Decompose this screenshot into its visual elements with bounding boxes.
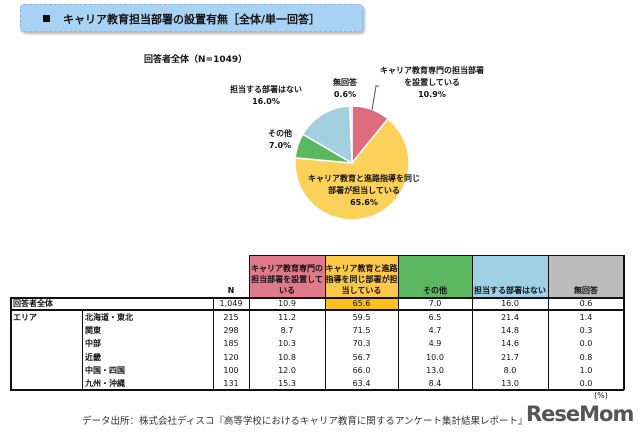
pie-slice-1: [294, 117, 410, 221]
row-label: 近畿: [85, 352, 101, 362]
pie-label-0: キャリア教育専門の担当部署 を設置している 10.9%: [380, 66, 484, 99]
pie-slice-4: [349, 105, 353, 164]
total-cell: 0.6: [579, 299, 593, 308]
pie-label-4: 無回答 0.6%: [333, 78, 357, 99]
table-cell: 14.8: [501, 326, 519, 336]
divider: [213, 297, 214, 390]
total-cell: 1,049: [219, 299, 243, 308]
divider: [325, 255, 326, 390]
divider: [548, 255, 549, 390]
divider: [10, 309, 624, 311]
table-cell: 0.0: [579, 339, 593, 349]
table-cell: 10.8: [278, 352, 296, 362]
column-header: キャリア教育専門の担当部署を設置している: [249, 255, 325, 298]
row-label: 九州・沖縄: [85, 379, 125, 388]
chart-title: キャリア教育担当部署の設置有無［全体/単一回答］: [63, 13, 321, 26]
divider: [82, 309, 83, 390]
table-cell: 215: [223, 313, 239, 322]
table-cell: 4.7: [428, 326, 442, 336]
table-cell: 10.3: [278, 339, 296, 349]
pie-chart: [294, 85, 410, 221]
table-cell: 0.0: [579, 379, 593, 388]
column-header: N: [227, 286, 235, 295]
chart-subtitle: 回答者全体（N=1049）: [144, 55, 248, 65]
table-cell: 8.4: [428, 379, 442, 388]
table-cell: 14.6: [501, 339, 519, 349]
table-cell: 21.7: [501, 352, 519, 362]
divider: [472, 255, 473, 390]
table-cell: 6.5: [428, 313, 442, 322]
row-label: 中部: [85, 339, 101, 349]
pie-label-1: キャリア教育と進路指導を同じ 部署が担当している 65.6%: [308, 174, 420, 207]
total-cell: 16.0: [501, 299, 519, 308]
table-cell: 12.0: [278, 365, 296, 375]
table-cell: 131: [223, 379, 239, 388]
leader-line: [371, 85, 379, 111]
table-cell: 11.2: [278, 313, 296, 322]
table-cell: 8.7: [280, 326, 294, 336]
row-label: 中国・四国: [85, 365, 125, 375]
divider: [249, 255, 250, 390]
table-cell: 298: [223, 326, 239, 336]
table-cell: 0.3: [579, 326, 593, 336]
divider: [10, 297, 12, 390]
total-cell: 7.0: [428, 299, 442, 308]
total-row-label: 回答者全体: [13, 299, 53, 308]
source-note: データ出所：株式会社ディスコ『高等学校におけるキャリア教育に関するアンケート集計…: [82, 416, 528, 427]
unit-label: (%): [594, 391, 608, 400]
table-cell: 10.0: [426, 352, 444, 362]
table-cell: 120: [223, 352, 239, 362]
total-cell: 10.9: [278, 299, 296, 308]
group-label: エリア: [13, 313, 37, 322]
row-label: 北海道・東北: [85, 313, 133, 322]
pie-label-3: 担当する部署はない 16.0%: [230, 85, 302, 106]
table-cell: 13.0: [501, 379, 519, 388]
table-cell: 70.3: [352, 339, 371, 349]
row-label: 関東: [85, 326, 101, 336]
pie-label-2: その他 7.0%: [268, 129, 292, 150]
table-cell: 66.0: [352, 365, 371, 375]
table-cell: 71.5: [352, 326, 371, 336]
bullet-square: [43, 15, 50, 22]
divider: [398, 255, 399, 390]
table-cell: 1.0: [579, 365, 593, 375]
table-cell: 21.4: [501, 313, 519, 322]
table-cell: 56.7: [352, 352, 371, 362]
table-cell: 15.3: [278, 379, 296, 388]
table-cell: 13.0: [426, 365, 444, 375]
divider: [623, 255, 625, 390]
table-cell: 0.8: [579, 352, 593, 362]
table-cell: 8.0: [503, 365, 517, 375]
column-header: 無回答: [548, 255, 624, 298]
resemom-logo: ReseMom: [526, 402, 634, 426]
divider: [10, 389, 624, 391]
table-cell: 59.5: [352, 313, 371, 322]
pie-slice-3: [301, 105, 353, 165]
table-cell: 185: [223, 339, 239, 349]
table-cell: 4.9: [428, 339, 442, 349]
column-header: その他: [398, 255, 472, 298]
title-bar: キャリア教育担当部署の設置有無［全体/単一回答］: [20, 4, 363, 32]
column-header: キャリア教育と進路指導を同じ部署が担当している: [325, 255, 398, 298]
table-cell: 100: [223, 365, 239, 375]
table-cell: 1.4: [579, 313, 593, 322]
divider: [249, 255, 624, 256]
divider: [10, 297, 624, 299]
total-cell: 65.6: [325, 298, 398, 309]
column-header: 担当する部署はない: [472, 255, 548, 298]
table-cell: 63.4: [352, 379, 371, 388]
